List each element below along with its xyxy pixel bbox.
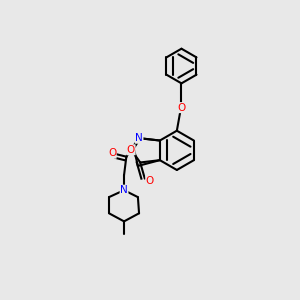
Text: O: O (146, 176, 154, 186)
Text: N: N (120, 185, 128, 195)
Text: N: N (135, 133, 143, 143)
Text: O: O (177, 103, 186, 112)
Text: O: O (108, 148, 116, 158)
Text: O: O (127, 145, 135, 155)
